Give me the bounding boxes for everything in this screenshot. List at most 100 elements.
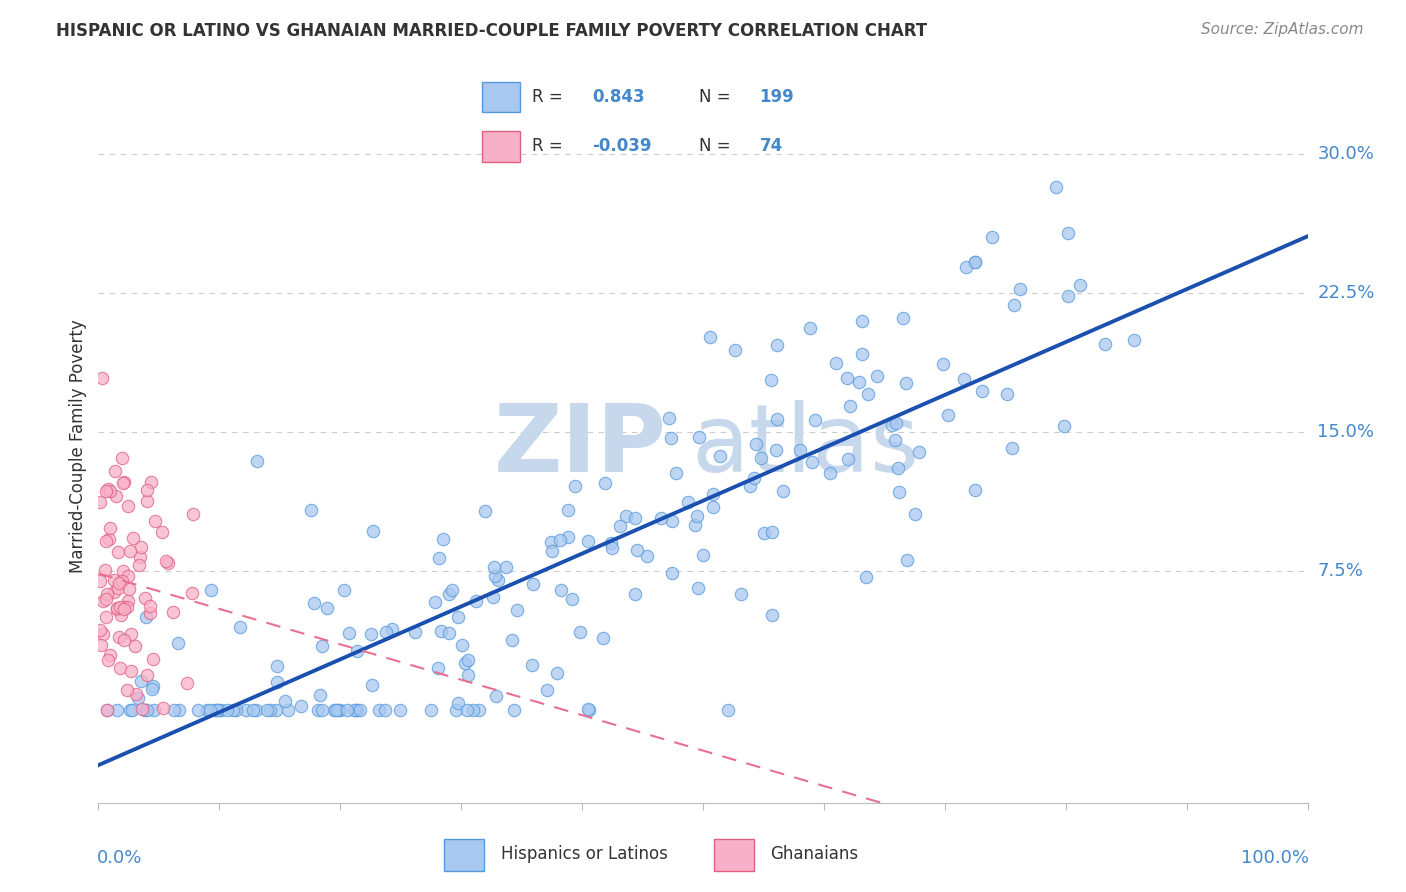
Point — [125, 687, 148, 701]
Point — [891, 311, 914, 326]
Point — [970, 384, 993, 399]
Point — [465, 594, 488, 608]
Point — [495, 559, 517, 574]
Text: Source: ZipAtlas.com: Source: ZipAtlas.com — [1201, 22, 1364, 37]
Point — [134, 591, 156, 605]
Point — [94, 610, 117, 624]
Point — [381, 622, 404, 636]
Y-axis label: Married-Couple Family Poverty: Married-Couple Family Poverty — [69, 319, 87, 573]
Point — [1045, 179, 1067, 194]
Point — [215, 703, 238, 717]
Point — [111, 450, 134, 465]
Point — [128, 550, 150, 565]
Point — [329, 703, 352, 717]
Point — [540, 535, 562, 549]
Point — [98, 648, 121, 662]
Point — [624, 511, 647, 525]
Point — [94, 591, 117, 606]
Point — [894, 376, 917, 390]
Point — [94, 534, 117, 549]
Point — [104, 464, 127, 478]
Point — [506, 603, 529, 617]
Point — [835, 371, 858, 385]
Point — [576, 534, 599, 549]
Point — [576, 702, 599, 716]
Text: 100.0%: 100.0% — [1240, 849, 1309, 867]
Point — [765, 442, 787, 457]
Point — [112, 599, 135, 614]
Text: 7.5%: 7.5% — [1317, 562, 1364, 580]
Point — [688, 430, 710, 444]
Point — [963, 255, 986, 269]
Point — [360, 627, 382, 641]
Point — [486, 573, 509, 587]
Point — [107, 630, 129, 644]
Point — [1094, 337, 1116, 351]
Point — [425, 594, 447, 608]
Point — [1008, 282, 1031, 296]
Point — [361, 524, 384, 538]
Text: atlas: atlas — [690, 400, 920, 492]
Point — [91, 627, 114, 641]
Point — [426, 661, 449, 675]
Text: N =: N = — [699, 137, 735, 155]
Point — [896, 552, 918, 566]
Point — [1057, 289, 1080, 303]
Point — [484, 560, 506, 574]
Point — [745, 437, 768, 451]
Text: HISPANIC OR LATINO VS GHANAIAN MARRIED-COUPLE FAMILY POVERTY CORRELATION CHART: HISPANIC OR LATINO VS GHANAIAN MARRIED-C… — [56, 22, 928, 40]
Text: ZIP: ZIP — [494, 400, 666, 492]
Point — [176, 675, 198, 690]
Point — [1122, 334, 1144, 348]
Point — [141, 475, 163, 490]
Point — [887, 461, 910, 475]
Point — [724, 343, 747, 357]
Point — [995, 387, 1018, 401]
Point — [609, 518, 631, 533]
Point — [98, 521, 121, 535]
Point — [882, 418, 904, 433]
Point — [557, 530, 579, 544]
Point — [121, 531, 143, 545]
Point — [838, 399, 860, 413]
Point — [709, 449, 731, 463]
Point — [112, 475, 135, 489]
Point — [167, 703, 190, 717]
Point — [108, 575, 131, 590]
Point — [117, 499, 139, 513]
Point — [887, 485, 910, 500]
Point — [135, 610, 157, 624]
Point — [447, 610, 470, 624]
Point — [766, 338, 789, 352]
Point — [485, 689, 508, 703]
Point — [107, 581, 129, 595]
Point — [143, 514, 166, 528]
Point — [375, 624, 398, 639]
Point — [117, 569, 139, 583]
Point — [343, 703, 366, 717]
Point — [94, 563, 117, 577]
Point — [665, 466, 688, 480]
Point — [91, 371, 114, 385]
Point — [658, 411, 681, 425]
Text: R =: R = — [531, 137, 568, 155]
Point — [187, 703, 209, 717]
FancyBboxPatch shape — [482, 131, 520, 161]
Point — [326, 703, 349, 717]
Point — [600, 541, 623, 556]
Point — [702, 500, 724, 515]
Point — [105, 601, 128, 615]
Point — [884, 417, 907, 431]
Point — [156, 556, 179, 570]
Point — [904, 507, 927, 521]
Point — [322, 703, 344, 717]
Point — [456, 703, 478, 717]
Point — [142, 652, 165, 666]
Point — [162, 703, 184, 717]
Point — [936, 408, 959, 422]
Point — [107, 544, 129, 558]
Point — [481, 590, 503, 604]
Point — [661, 514, 683, 528]
Point — [432, 533, 454, 547]
Point — [578, 703, 600, 717]
